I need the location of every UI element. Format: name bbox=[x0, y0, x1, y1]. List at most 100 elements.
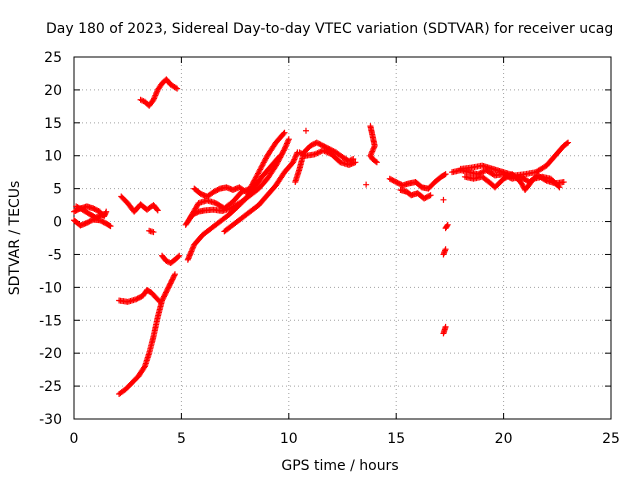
x-tick-label: 10 bbox=[280, 431, 298, 447]
series-arc-g bbox=[116, 286, 163, 305]
series-arc-c bbox=[73, 203, 105, 221]
y-tick-label: -10 bbox=[39, 280, 62, 296]
data-point bbox=[285, 136, 292, 143]
chart-title: Day 180 of 2023, Sidereal Day-to-day VTE… bbox=[46, 21, 613, 37]
series-arc-s bbox=[367, 123, 380, 166]
data-point bbox=[281, 129, 288, 136]
plot-frame bbox=[73, 56, 612, 420]
data-point bbox=[442, 171, 449, 178]
data-point bbox=[154, 207, 161, 214]
series-arc-v bbox=[440, 196, 447, 203]
data-point bbox=[373, 159, 380, 166]
y-tick-label: 25 bbox=[44, 50, 62, 66]
y-tick-label: -25 bbox=[39, 379, 62, 395]
series-arc-r bbox=[363, 181, 370, 188]
data-point bbox=[565, 139, 572, 146]
series-arc-h bbox=[116, 271, 178, 397]
data-point bbox=[174, 85, 181, 92]
data-point bbox=[162, 289, 169, 296]
series-arc-e bbox=[146, 227, 157, 236]
y-tick-label: 20 bbox=[44, 83, 62, 99]
y-tick-label: 15 bbox=[44, 116, 62, 132]
data-point bbox=[556, 184, 563, 191]
data-point bbox=[441, 171, 448, 178]
x-tick-label: 25 bbox=[602, 431, 620, 447]
data-point bbox=[153, 206, 160, 213]
data-point bbox=[169, 276, 176, 283]
data-point bbox=[172, 84, 179, 91]
x-tick-label: 20 bbox=[495, 431, 513, 447]
y-tick-label: -30 bbox=[39, 412, 62, 428]
data-point bbox=[141, 364, 148, 371]
data-point bbox=[166, 281, 173, 288]
data-point bbox=[280, 147, 287, 154]
data-points bbox=[71, 76, 572, 397]
data-point bbox=[427, 192, 434, 199]
x-tick-label: 15 bbox=[387, 431, 405, 447]
y-tick-label: -15 bbox=[39, 313, 62, 329]
series-arc-w bbox=[442, 221, 451, 232]
series-arc-b bbox=[71, 216, 114, 230]
data-point bbox=[563, 140, 570, 147]
data-point bbox=[555, 183, 562, 190]
data-point bbox=[98, 211, 105, 218]
y-tick-label: 5 bbox=[53, 182, 62, 198]
data-point bbox=[426, 192, 433, 199]
data-point bbox=[161, 293, 168, 300]
series-arc-ab bbox=[457, 139, 572, 179]
data-point bbox=[161, 292, 168, 299]
data-point bbox=[168, 279, 175, 286]
axis-ticks: 0 5 10 15 20 25 -30 -25 -20 -15 -10 -5 0 5 10 15 20 25 bbox=[39, 50, 620, 447]
data-point bbox=[171, 272, 178, 279]
series-arc-m bbox=[191, 184, 256, 200]
data-point bbox=[163, 288, 170, 295]
data-point bbox=[103, 208, 110, 215]
x-tick-label: 5 bbox=[177, 431, 186, 447]
data-point bbox=[175, 253, 182, 260]
data-point bbox=[150, 229, 157, 236]
series-arc-p bbox=[296, 147, 359, 168]
y-axis-label: SDTVAR / TECUs bbox=[7, 181, 23, 296]
series-arc-x bbox=[440, 246, 449, 258]
data-point bbox=[302, 127, 309, 134]
data-point bbox=[164, 285, 171, 292]
series-arc-l bbox=[186, 129, 288, 222]
data-point bbox=[159, 296, 166, 303]
data-point bbox=[440, 330, 447, 337]
data-point bbox=[560, 179, 567, 186]
series-arc-q bbox=[302, 127, 309, 134]
data-point bbox=[164, 286, 171, 293]
y-tick-label: -20 bbox=[39, 346, 62, 362]
data-point bbox=[170, 275, 177, 282]
series-arc-n bbox=[221, 149, 301, 235]
series-arc-a bbox=[71, 203, 110, 220]
data-point bbox=[159, 297, 166, 304]
series-arc-k bbox=[182, 136, 292, 228]
data-point bbox=[170, 273, 177, 280]
data-point bbox=[176, 252, 183, 259]
x-tick-label: 0 bbox=[70, 431, 79, 447]
series-arc-i bbox=[159, 252, 183, 267]
series-arc-d bbox=[118, 193, 161, 215]
data-point bbox=[106, 222, 113, 229]
y-tick-label: -5 bbox=[48, 247, 62, 263]
series-arc-t bbox=[386, 171, 449, 192]
data-point bbox=[166, 283, 173, 290]
data-point bbox=[167, 280, 174, 287]
data-point bbox=[249, 186, 256, 193]
data-point bbox=[440, 251, 447, 258]
grid-lines bbox=[74, 57, 611, 419]
series-arc-f bbox=[137, 76, 181, 109]
data-point bbox=[363, 181, 370, 188]
data-point bbox=[171, 271, 178, 278]
data-point bbox=[443, 224, 450, 231]
series-arc-u bbox=[397, 186, 434, 202]
series-arc-aa bbox=[461, 171, 563, 193]
data-point bbox=[162, 290, 169, 297]
y-tick-label: 0 bbox=[53, 215, 62, 231]
data-point bbox=[160, 294, 167, 301]
data-point bbox=[442, 225, 449, 232]
data-point bbox=[168, 277, 175, 284]
data-point bbox=[280, 130, 287, 137]
